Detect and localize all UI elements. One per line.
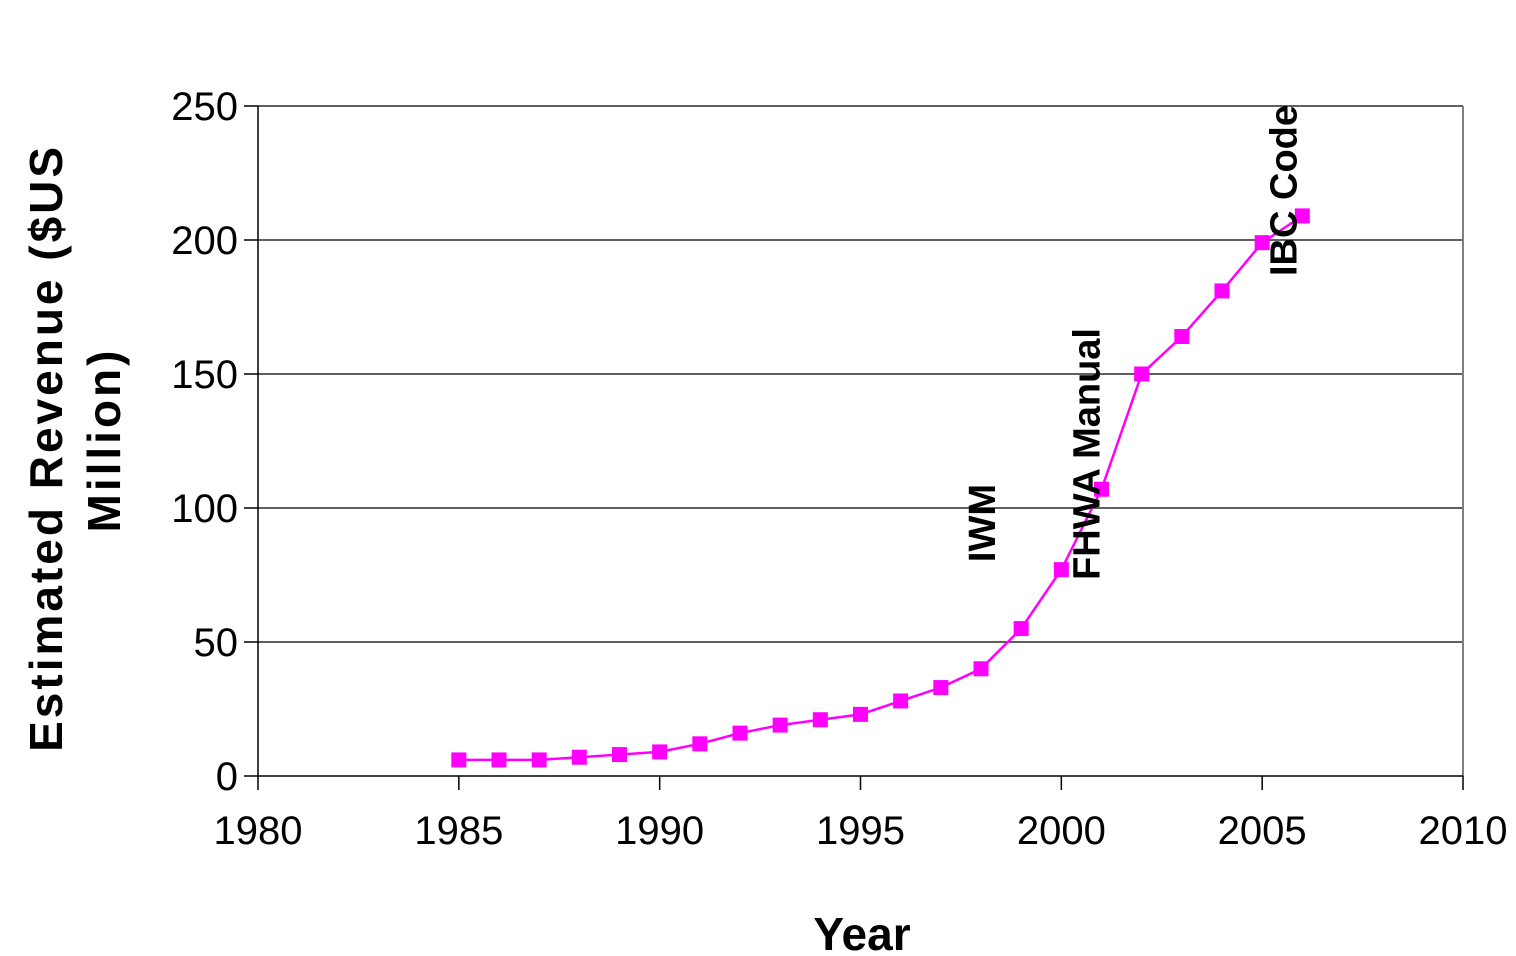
y-tick-label-150: 150 [171, 353, 238, 397]
data-point-2004 [1214, 283, 1230, 299]
series-line-0 [458, 214, 1304, 762]
x-tick-label-2005: 2005 [1218, 809, 1307, 853]
data-point-1987 [531, 752, 547, 768]
data-point-1989 [612, 747, 627, 763]
annotation-ibc-code: IBC Code [1263, 105, 1305, 276]
x-tick-label-1990: 1990 [615, 809, 704, 853]
data-point-1985 [451, 752, 467, 768]
data-point-1992 [732, 725, 748, 741]
tick-labels: 0 50 100 150 200 250 1980 1985 1990 1995 2000 2005 2… [171, 85, 1507, 853]
axis-titles: Year Estimated Revenue ($US Million) [20, 128, 911, 956]
data-point-1991 [692, 736, 708, 752]
data-point-1999 [1013, 621, 1029, 637]
data-point-2001 [1094, 481, 1109, 497]
data-point-1993 [772, 717, 788, 733]
x-axis-title: Year [813, 908, 910, 956]
data-point-2002 [1134, 366, 1150, 382]
y-axis-title: Estimated Revenue ($US Million) [20, 128, 130, 752]
annotation-iwm: IWM [962, 484, 1004, 562]
axes [244, 105, 1464, 790]
x-tick-label-2000: 2000 [1017, 809, 1106, 853]
data-point-1986 [491, 752, 507, 768]
y-tick-label-50: 50 [194, 621, 239, 665]
annotation-fhwa-manual: FHWA Manual [1066, 328, 1108, 580]
data-point-1995 [853, 706, 868, 722]
x-tick-label-1985: 1985 [414, 809, 503, 853]
series-layer [451, 208, 1310, 768]
data-point-1997 [933, 680, 949, 696]
data-point-2005 [1254, 235, 1270, 251]
annotations: IWM FHWA Manual IBC Code [962, 105, 1305, 580]
y-axis-title-line-2: Million) [78, 348, 130, 533]
data-point-2006 [1294, 208, 1310, 224]
x-tick-label-1995: 1995 [816, 809, 905, 853]
x-tick-label-1980: 1980 [214, 809, 303, 853]
y-tick-label-200: 200 [171, 219, 238, 263]
data-point-2003 [1174, 328, 1190, 344]
data-point-1996 [893, 693, 909, 709]
data-point-2000 [1053, 562, 1069, 578]
y-tick-label-100: 100 [171, 487, 238, 531]
x-tick-label-2010: 2010 [1419, 809, 1508, 853]
y-tick-label-250: 250 [171, 85, 238, 129]
y-axis-title-line-1: Estimated Revenue ($US [20, 144, 72, 752]
data-point-1990 [652, 744, 668, 760]
data-point-1998 [973, 661, 989, 677]
data-point-1994 [812, 712, 828, 728]
data-point-1988 [571, 749, 587, 765]
y-tick-label-0: 0 [216, 755, 238, 799]
